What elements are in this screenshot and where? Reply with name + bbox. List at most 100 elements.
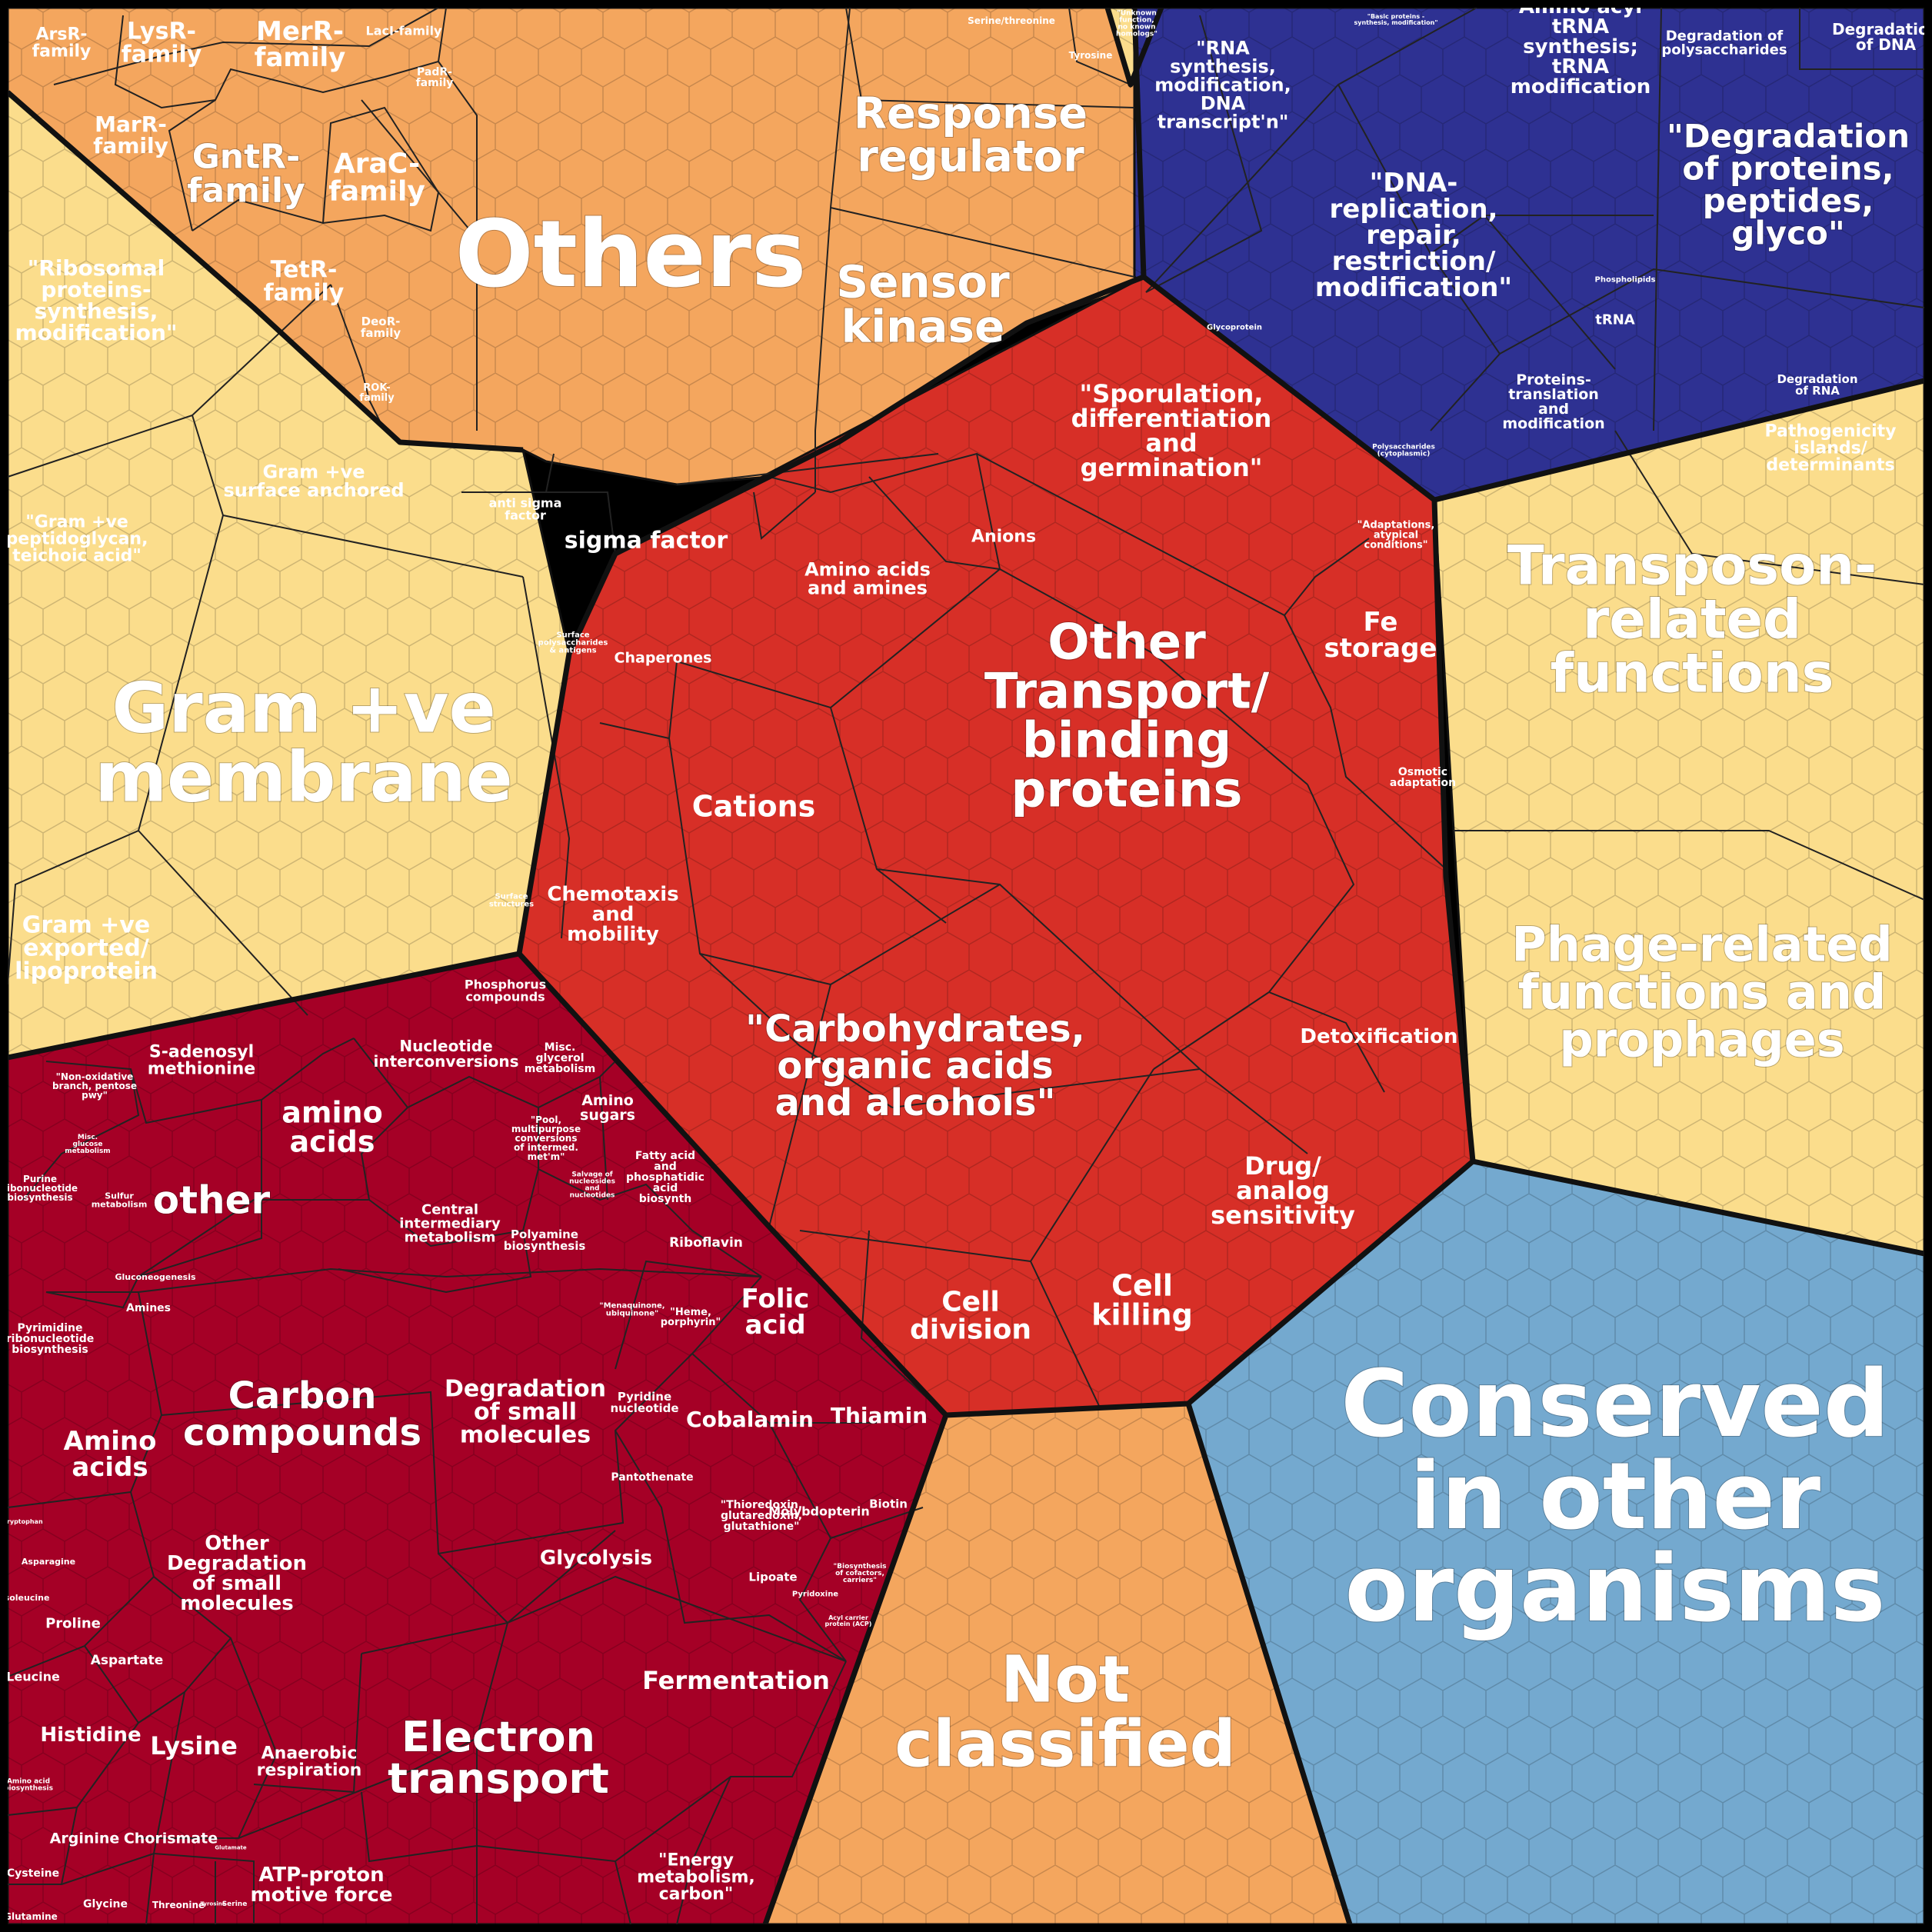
label-line: factor xyxy=(505,508,546,523)
label-line: Chorismate xyxy=(124,1830,218,1847)
label-line: biosynthesis xyxy=(4,1785,53,1793)
label-nucleotide-interconversions: Nucleotide interconversions xyxy=(373,1037,518,1071)
label-line: Polysaccharides xyxy=(1372,444,1435,451)
label-line: synthesis; xyxy=(1523,35,1638,58)
label-line: Phospholipids xyxy=(1595,276,1656,285)
label-line: Chemotaxis xyxy=(547,883,678,906)
label-line: of DNA xyxy=(1856,35,1917,54)
label-pyridine: Pyridine nucleotide xyxy=(610,1390,678,1415)
label-padr-family: PadR-family xyxy=(416,66,454,89)
label-line: transcript'n" xyxy=(1158,111,1289,132)
label-line: structures xyxy=(489,901,534,909)
label-line: Amino acid xyxy=(7,1778,50,1786)
label-glutamate: Glutamate xyxy=(215,1844,247,1850)
label-lysine: Lysine xyxy=(150,1731,238,1760)
label-pyridoxine: Pyridoxine xyxy=(792,1591,838,1599)
label-line: Proteins- xyxy=(1516,371,1591,388)
label-line: Salvage of xyxy=(571,1171,612,1179)
label-line: Lipoate xyxy=(748,1570,797,1584)
label-line: met'm" xyxy=(528,1151,565,1162)
label-cobalamin: Cobalamin xyxy=(686,1407,814,1432)
label-line: Pyridoxine xyxy=(792,1591,838,1599)
label-response-regulator: Response regulator xyxy=(854,89,1088,182)
label-degradation-rna: Degradation of RNA xyxy=(1777,372,1857,398)
label-degradation-small-molecules: Degradation of small molecules xyxy=(445,1376,606,1449)
label-line: glyco" xyxy=(1731,215,1844,252)
label-line: GntR- xyxy=(192,137,301,176)
label-amino-acids-small: amino acids xyxy=(281,1095,382,1158)
label-line: biosynthesis xyxy=(7,1192,72,1203)
label-line: respiration xyxy=(257,1761,362,1780)
label-line: Tryptophan xyxy=(3,1518,43,1525)
label-line: LacI-family xyxy=(366,24,442,38)
label-line: Cell xyxy=(1111,1268,1173,1302)
label-line: Arginine xyxy=(50,1830,120,1847)
label-gram-surface-anchored: Gram +ve surface anchored xyxy=(223,461,404,501)
label-anaerobic-respiration: Anaerobic respiration xyxy=(257,1744,362,1780)
label-line: "Gram +ve xyxy=(25,513,128,532)
label-line: restriction/ xyxy=(1332,246,1496,277)
label-thioredoxin: "Thioredoxin, glutaredoxin, glutathione" xyxy=(721,1499,802,1533)
label-line: lipoprotein xyxy=(15,958,158,985)
label-line: and xyxy=(654,1161,676,1173)
label-thiamin: Thiamin xyxy=(831,1403,928,1428)
label-line: "Ribosomal xyxy=(28,255,165,281)
label-line: Carbon xyxy=(228,1374,377,1417)
label-line: family xyxy=(264,280,345,307)
label-degradation-proteins: "Degradation of proteins, peptides, glyco" xyxy=(1667,118,1910,252)
label-line: "Carbohydrates, xyxy=(745,1008,1085,1051)
label-line: germination" xyxy=(1081,453,1263,482)
label-line: Misc. xyxy=(545,1041,576,1054)
label-transposon-related: Transposon-related functions xyxy=(1507,535,1877,705)
label-glycine: Glycine xyxy=(83,1898,128,1910)
label-line: nucleotide xyxy=(610,1401,678,1415)
label-line: DNA xyxy=(1201,92,1246,114)
label-line: Misc. xyxy=(78,1134,98,1141)
label-amino-acyl-trna: Amino acyl tRNA synthesis; tRNA modification xyxy=(1511,0,1651,98)
label-line: Surface xyxy=(556,631,589,640)
label-line: repair, xyxy=(1366,220,1461,251)
label-line: Pathogenicity xyxy=(1765,422,1897,441)
label-line: Sulfur xyxy=(105,1191,134,1201)
label-central-intermediary: Central intermediary metabolism xyxy=(399,1201,501,1245)
label-line: proteins- xyxy=(41,277,151,302)
label-line: Others xyxy=(455,202,807,308)
label-rok-family: ROK-family xyxy=(359,382,395,404)
label-pool-multipurpose: "Pool, multipurpose conversions of intermed… xyxy=(511,1114,581,1162)
label-arac-family: AraC-family xyxy=(328,148,425,208)
label-line: killing xyxy=(1091,1297,1193,1331)
label-aspartate: Aspartate xyxy=(91,1653,164,1668)
label-deor-family: DeoR-family xyxy=(361,315,401,340)
label-line: "Heme, xyxy=(670,1307,711,1318)
label-threonine: Threonine xyxy=(152,1900,205,1910)
label-line: molecules xyxy=(460,1422,591,1449)
label-others: Others xyxy=(455,202,807,308)
label-line: molecules xyxy=(180,1592,293,1615)
label-line: Glutamate xyxy=(215,1844,247,1850)
label-basic-proteins: "Basic proteins -synthesis, modification… xyxy=(1354,13,1437,26)
label-line: in other xyxy=(1410,1444,1820,1551)
label-line: acid xyxy=(653,1182,678,1194)
label-line: glycerol xyxy=(535,1052,584,1064)
label-cysteine: Cysteine xyxy=(7,1867,59,1880)
label-line: surface anchored xyxy=(223,479,404,501)
label-line: of cofactors, xyxy=(835,1570,884,1577)
label-line: Phage-related xyxy=(1511,917,1892,973)
label-line: metabolism xyxy=(525,1063,595,1075)
label-laci-family: LacI-family xyxy=(366,24,442,38)
label-line: family xyxy=(255,42,346,73)
label-line: protein (ACP) xyxy=(825,1621,872,1627)
label-line: Chaperones xyxy=(615,650,712,667)
label-line: phosphatidic xyxy=(626,1171,705,1184)
label-line: membrane xyxy=(95,738,512,818)
label-line: family xyxy=(187,171,305,210)
label-misc-glucose: Misc. glucose metabolism xyxy=(65,1134,110,1155)
label-line: functions and xyxy=(1518,964,1886,1021)
label-line: ubiquinone" xyxy=(606,1310,659,1318)
label-other: other xyxy=(153,1178,271,1223)
label-line: division xyxy=(910,1314,1031,1346)
label-line: mobility xyxy=(567,923,659,946)
label-line: motive force xyxy=(251,1884,393,1907)
